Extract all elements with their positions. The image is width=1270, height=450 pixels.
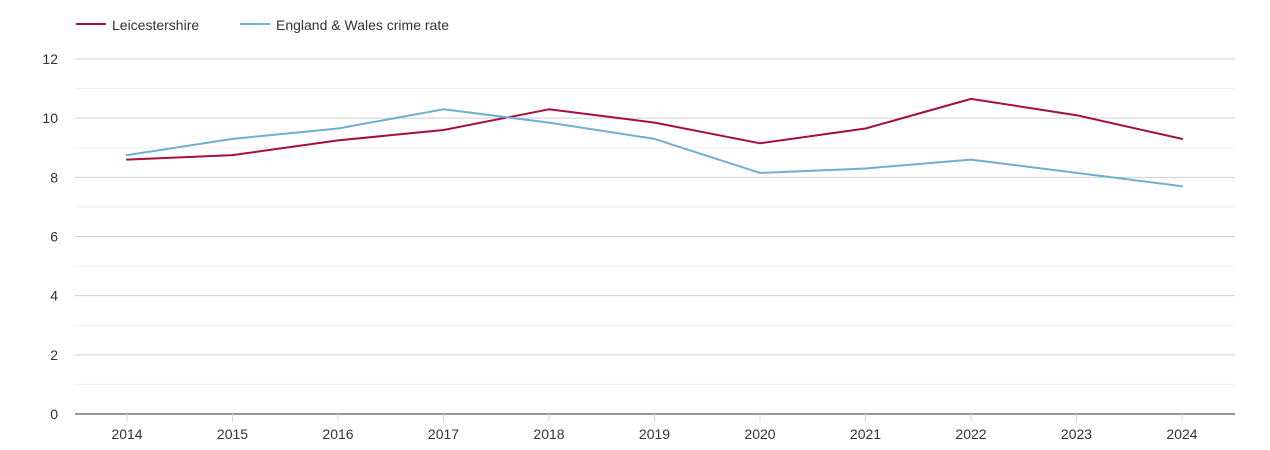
data-point[interactable]: [1071, 167, 1083, 179]
x-tick-label: 2015: [217, 426, 248, 442]
y-tick-label: 0: [50, 406, 58, 422]
legend-label-england-wales: England & Wales crime rate: [276, 17, 449, 33]
legend-item-england-wales[interactable]: England & Wales crime rate: [240, 17, 449, 33]
data-point[interactable]: [649, 133, 661, 145]
data-point[interactable]: [1071, 109, 1083, 121]
y-tick-label: 10: [42, 110, 58, 126]
y-axis: 0 2 4 6 8 10 12: [42, 51, 58, 422]
data-point[interactable]: [332, 123, 344, 135]
x-tick-label: 2017: [428, 426, 459, 442]
data-point[interactable]: [332, 134, 344, 146]
data-point[interactable]: [649, 117, 661, 129]
x-axis: 2014 2015 2016 2017 2018 2019 2020 2021 2022 2023…: [75, 413, 1235, 442]
x-tick-label: 2019: [639, 426, 670, 442]
data-point[interactable]: [543, 117, 555, 129]
data-point[interactable]: [754, 137, 766, 149]
data-point[interactable]: [1176, 180, 1188, 192]
data-point[interactable]: [860, 123, 872, 135]
x-tick-label: 2023: [1061, 426, 1092, 442]
chart-legend: Leicestershire England & Wales crime rat…: [76, 17, 449, 33]
legend-label-leicestershire: Leicestershire: [112, 17, 199, 33]
data-point[interactable]: [227, 133, 239, 145]
data-point[interactable]: [965, 154, 977, 166]
y-tick-label: 12: [42, 51, 58, 67]
x-tick-label: 2022: [955, 426, 986, 442]
data-point[interactable]: [438, 103, 450, 115]
y-tick-label: 2: [50, 347, 58, 363]
data-point[interactable]: [754, 167, 766, 179]
x-tick-label: 2020: [744, 426, 775, 442]
data-point[interactable]: [438, 124, 450, 136]
series-line-leicestershire[interactable]: [126, 97, 1183, 161]
series-layer: [121, 93, 1188, 192]
x-tick-label: 2014: [111, 426, 142, 442]
gridlines: [75, 58, 1235, 385]
y-tick-label: 6: [50, 229, 58, 245]
data-point[interactable]: [860, 162, 872, 174]
x-tick-label: 2016: [322, 426, 353, 442]
y-tick-label: 8: [50, 169, 58, 185]
data-point[interactable]: [121, 149, 133, 161]
data-point[interactable]: [543, 103, 555, 115]
data-point[interactable]: [1176, 133, 1188, 145]
x-tick-label: 2024: [1166, 426, 1197, 442]
legend-item-leicestershire[interactable]: Leicestershire: [76, 17, 199, 33]
x-tick-label: 2021: [850, 426, 881, 442]
data-point[interactable]: [227, 149, 239, 161]
y-tick-label: 4: [50, 288, 58, 304]
x-tick-label: 2018: [533, 426, 564, 442]
data-point[interactable]: [965, 93, 977, 105]
series-line-england-wales[interactable]: [126, 108, 1183, 188]
